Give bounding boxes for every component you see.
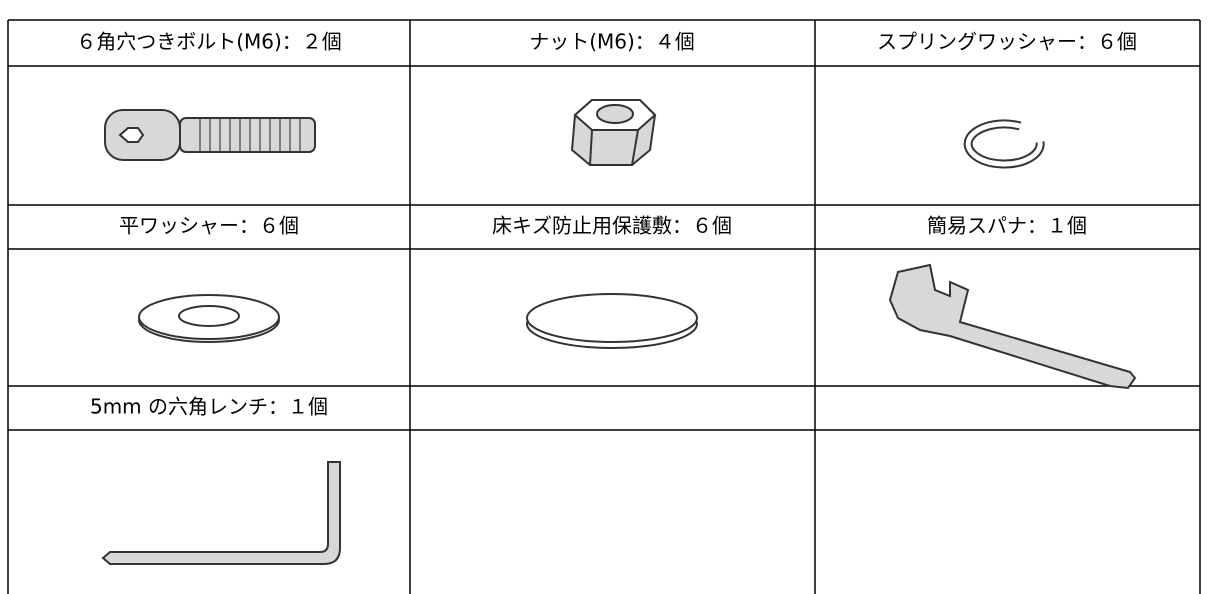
floor-protector-illustration	[526, 293, 698, 349]
wrench-illustration	[888, 263, 1137, 390]
table-grid	[7, 19, 1201, 594]
hex-key-illustration	[101, 461, 341, 565]
bolt-illustration	[104, 109, 316, 161]
cell-label: ６角穴つきボルト(M6)：２個	[76, 30, 342, 54]
cell-label: 簡易スパナ：１個	[927, 214, 1087, 238]
spring-washer-illustration	[963, 119, 1045, 169]
flat-washer-illustration	[138, 294, 280, 343]
cell-label: 5mm の六角レンチ：１個	[90, 395, 328, 419]
cell-label: ナット(M6)：４個	[529, 30, 695, 54]
nut-illustration	[570, 99, 657, 166]
cell-label: スプリングワッシャー：６個	[877, 30, 1137, 54]
cell-label: 平ワッシャー：６個	[119, 214, 299, 238]
cell-label: 床キズ防止用保護敷：６個	[492, 214, 732, 238]
